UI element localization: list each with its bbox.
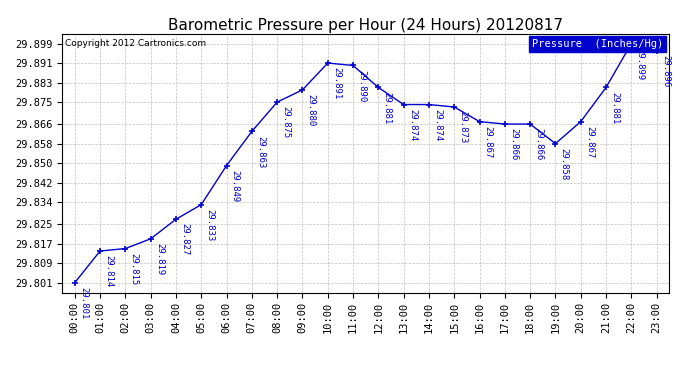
Text: 29.863: 29.863 <box>256 135 265 168</box>
Text: 29.891: 29.891 <box>332 67 341 99</box>
Text: 29.849: 29.849 <box>230 170 239 202</box>
Text: 29.873: 29.873 <box>458 111 467 143</box>
Text: 29.827: 29.827 <box>180 224 189 256</box>
Text: 29.874: 29.874 <box>408 109 417 141</box>
Text: 29.819: 29.819 <box>155 243 164 275</box>
Text: 29.881: 29.881 <box>610 92 619 124</box>
Text: Pressure  (Inches/Hg): Pressure (Inches/Hg) <box>532 39 663 49</box>
Text: 29.866: 29.866 <box>509 128 518 160</box>
Text: 29.880: 29.880 <box>306 94 315 126</box>
Text: 29.815: 29.815 <box>130 253 139 285</box>
Text: 29.814: 29.814 <box>104 255 113 287</box>
Text: 29.866: 29.866 <box>534 128 543 160</box>
Text: 29.858: 29.858 <box>560 148 569 180</box>
Text: 29.867: 29.867 <box>585 126 594 158</box>
Text: 29.899: 29.899 <box>635 48 644 80</box>
Text: 29.890: 29.890 <box>357 70 366 102</box>
Text: 29.896: 29.896 <box>661 55 670 87</box>
Text: 29.881: 29.881 <box>382 92 391 124</box>
Text: 29.875: 29.875 <box>282 106 290 138</box>
Title: Barometric Pressure per Hour (24 Hours) 20120817: Barometric Pressure per Hour (24 Hours) … <box>168 18 563 33</box>
Text: 29.874: 29.874 <box>433 109 442 141</box>
Text: 29.833: 29.833 <box>206 209 215 241</box>
Text: 29.867: 29.867 <box>484 126 493 158</box>
Text: Copyright 2012 Cartronics.com: Copyright 2012 Cartronics.com <box>65 39 206 48</box>
Text: 29.801: 29.801 <box>79 287 88 319</box>
